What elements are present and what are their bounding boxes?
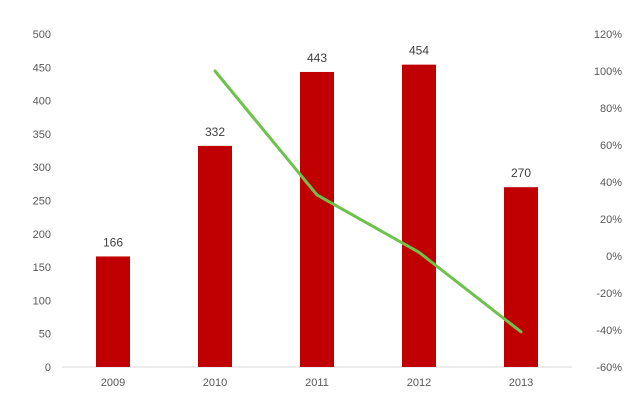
- y-tick-label: 400: [33, 96, 51, 108]
- bar-2011: [300, 71, 334, 367]
- data-label-2010: 332: [205, 125, 225, 139]
- x-tick-label: 2013: [509, 377, 533, 389]
- x-tick-label: 2011: [305, 377, 329, 389]
- bar-2012: [402, 64, 436, 368]
- y-tick-label: 250: [33, 196, 51, 208]
- y-tick-label: 450: [33, 62, 51, 74]
- y2-tick-label: 0%: [606, 251, 622, 263]
- x-tick-label: 2012: [407, 377, 431, 389]
- data-label-2013: 270: [511, 166, 531, 180]
- x-tick-label: 2010: [203, 377, 227, 389]
- bar-2013: [504, 187, 538, 367]
- growth-line: [213, 69, 523, 334]
- y2-tick-label: -40%: [596, 325, 622, 337]
- data-label-2012: 454: [409, 44, 429, 58]
- watermark: 头条 @药智网: [530, 383, 624, 401]
- y-tick-label: 50: [39, 329, 51, 341]
- y-tick-label: 150: [33, 262, 51, 274]
- y-tick-label: 100: [33, 295, 51, 307]
- y2-tick-label: 120%: [594, 29, 622, 41]
- y-tick-label: 200: [33, 229, 51, 241]
- y-tick-label: 0: [45, 362, 51, 374]
- y2-tick-label: 60%: [600, 140, 622, 152]
- y-tick-label: 350: [33, 129, 51, 141]
- data-label-2009: 166: [103, 235, 123, 249]
- bar-2010: [198, 145, 232, 367]
- y-tick-label: 500: [33, 29, 51, 41]
- y2-tick-label: 40%: [600, 177, 622, 189]
- data-label-2011: 443: [307, 51, 327, 65]
- y-tick-label: 300: [33, 162, 51, 174]
- bar-2009: [96, 256, 130, 367]
- y2-tick-label: -20%: [596, 288, 622, 300]
- x-tick-label: 2009: [101, 377, 125, 389]
- y2-tick-label: 80%: [600, 103, 622, 115]
- y2-tick-label: -60%: [596, 362, 622, 374]
- y2-tick-label: 20%: [600, 214, 622, 226]
- y2-tick-label: 100%: [594, 66, 622, 78]
